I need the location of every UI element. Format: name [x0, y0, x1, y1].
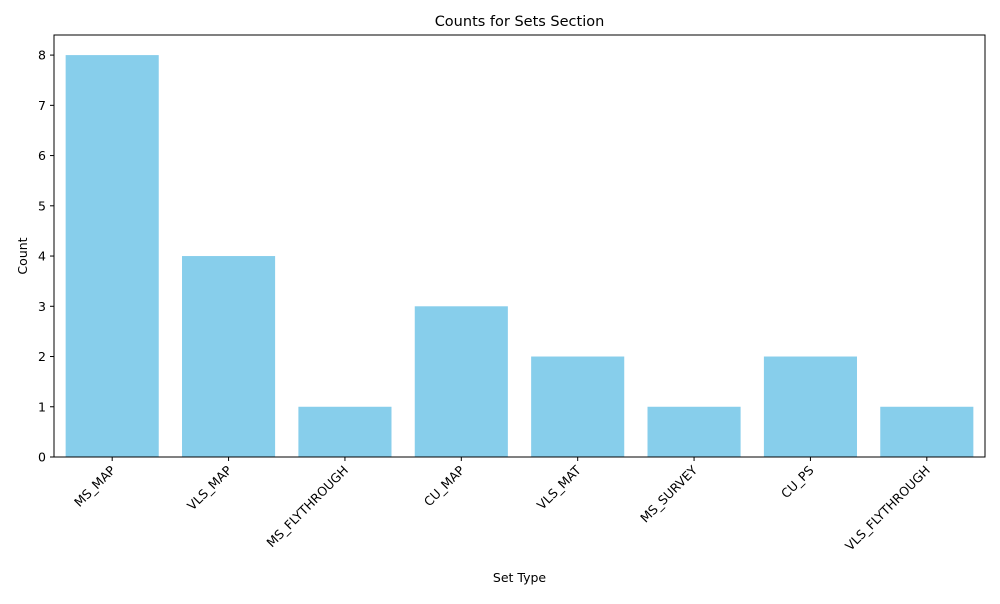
y-tick-label: 5 [38, 198, 46, 213]
bar-vls-mat [531, 356, 625, 457]
bar-cu-ps [763, 356, 857, 457]
y-tick-label: 6 [38, 148, 46, 163]
y-tick-label: 2 [38, 349, 46, 364]
y-tick-label: 0 [38, 450, 46, 465]
x-axis-label: Set Type [493, 570, 547, 585]
y-tick-label: 1 [38, 399, 46, 414]
bar-ms-flythrough [298, 406, 392, 457]
bar-ms-survey [647, 406, 741, 457]
bar-cu-map [414, 306, 508, 457]
y-axis-label: Count [15, 237, 30, 274]
bar-vls-flythrough [880, 406, 974, 457]
bar-vls-map [182, 256, 276, 457]
y-tick-label: 8 [38, 48, 46, 63]
y-tick-label: 7 [38, 98, 46, 113]
chart-title: Counts for Sets Section [435, 14, 605, 30]
y-tick-label: 3 [38, 299, 46, 314]
axes-frame [53, 34, 986, 458]
y-tick-label: 4 [38, 249, 46, 264]
bar-ms-map [65, 55, 159, 457]
